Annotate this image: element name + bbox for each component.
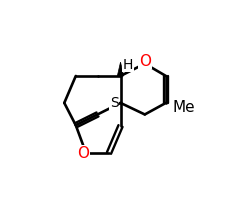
Text: Me: Me [173, 100, 196, 115]
Text: O: O [139, 54, 151, 69]
Text: S: S [110, 96, 119, 110]
Polygon shape [117, 63, 124, 76]
Text: H: H [123, 58, 133, 72]
Text: O: O [78, 146, 89, 161]
